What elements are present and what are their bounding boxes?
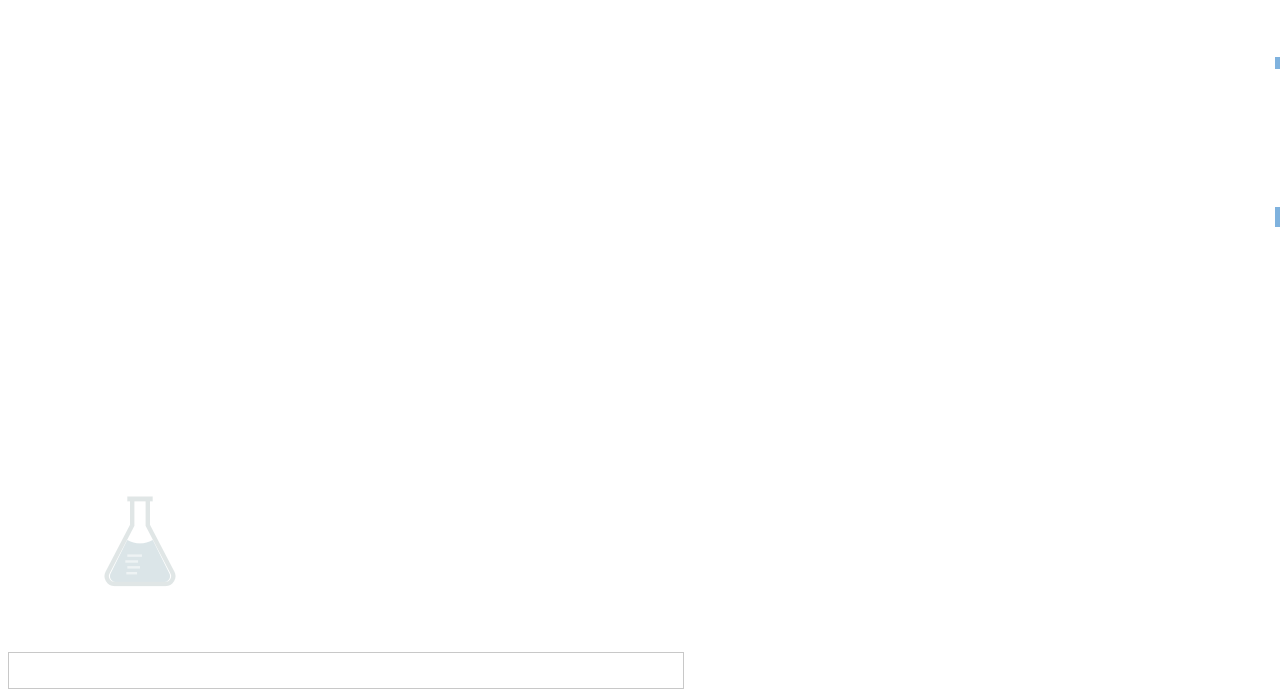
edge-mark-bottom [1275, 207, 1280, 227]
series-legend [8, 652, 684, 689]
edge-mark-top [1275, 57, 1280, 69]
